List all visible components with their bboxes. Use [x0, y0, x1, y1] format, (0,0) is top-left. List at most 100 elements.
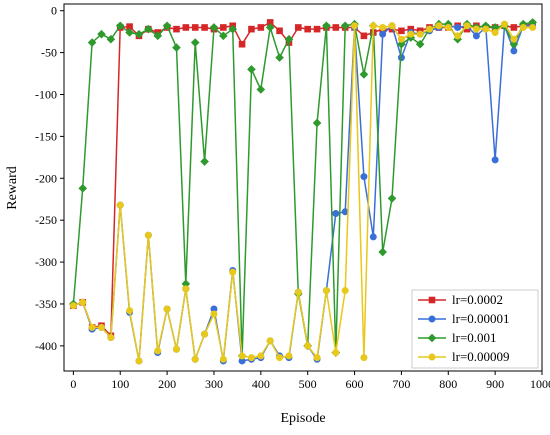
- data-point: [88, 323, 96, 331]
- x-tick-label: 200: [158, 377, 176, 391]
- data-point: [519, 23, 527, 31]
- data-point: [415, 39, 425, 49]
- data-point: [210, 310, 218, 318]
- data-point: [454, 32, 462, 40]
- data-point: [238, 352, 246, 360]
- data-point: [220, 24, 227, 31]
- data-point: [78, 184, 88, 193]
- data-point: [379, 23, 387, 31]
- data-point: [285, 352, 293, 360]
- data-point: [491, 28, 499, 36]
- y-tick-label: 0: [51, 4, 57, 18]
- data-point: [201, 330, 209, 338]
- x-axis-label: Episode: [280, 411, 325, 426]
- data-point: [276, 27, 283, 35]
- data-point: [275, 53, 284, 62]
- x-tick-label: 400: [252, 377, 270, 391]
- data-point: [135, 357, 143, 365]
- data-point: [125, 28, 134, 37]
- legend-item: lr=0.00009: [418, 349, 510, 364]
- data-point: [191, 24, 199, 31]
- data-point: [398, 27, 405, 35]
- data-point: [144, 24, 153, 34]
- data-point: [247, 65, 256, 74]
- data-point: [387, 194, 397, 203]
- data-point: [416, 30, 424, 38]
- series-layer: [69, 18, 537, 365]
- data-point: [397, 35, 405, 43]
- legend-label: lr=0.00009: [452, 349, 510, 364]
- y-tick-label: -350: [35, 297, 57, 311]
- data-point: [304, 25, 311, 33]
- data-point: [435, 22, 443, 30]
- data-point: [257, 24, 265, 31]
- y-tick-label: -250: [35, 213, 57, 227]
- y-tick-label: -300: [35, 255, 57, 269]
- x-tick-label: 300: [205, 377, 223, 391]
- data-point: [397, 39, 406, 49]
- data-point: [201, 24, 208, 31]
- data-point: [172, 345, 180, 353]
- data-point: [304, 342, 312, 350]
- legend: lr=0.0002 lr=0.00001 lr=0.001 lr=0.00009: [411, 289, 539, 369]
- data-point: [472, 32, 480, 40]
- data-point: [219, 31, 228, 41]
- data-point: [228, 24, 238, 34]
- data-point: [87, 38, 97, 47]
- data-point: [265, 23, 275, 32]
- data-point: [313, 25, 321, 33]
- data-point: [369, 22, 377, 30]
- data-point: [322, 21, 331, 31]
- legend-label: lr=0.00001: [452, 311, 510, 326]
- data-point: [200, 157, 209, 166]
- data-point: [482, 25, 490, 33]
- data-point: [190, 38, 200, 47]
- y-tick-label: -100: [35, 87, 57, 101]
- legend-swatch-marker: [428, 353, 436, 361]
- data-point: [172, 43, 181, 52]
- data-point: [106, 34, 116, 44]
- data-point: [351, 22, 359, 30]
- x-tick-label: 800: [439, 377, 457, 391]
- data-point: [153, 31, 163, 41]
- data-point: [126, 307, 134, 315]
- data-point: [191, 355, 199, 363]
- data-point: [312, 118, 322, 128]
- data-point: [154, 347, 162, 355]
- data-point: [509, 39, 519, 49]
- data-point: [360, 354, 368, 362]
- y-tick-label: -200: [35, 171, 57, 185]
- series-4: [69, 20, 537, 365]
- data-point: [388, 22, 396, 30]
- data-point: [491, 156, 499, 164]
- data-point: [295, 24, 302, 31]
- data-point: [501, 20, 509, 28]
- data-point: [134, 29, 144, 39]
- data-point: [359, 70, 369, 79]
- data-point: [284, 34, 294, 44]
- data-point: [360, 173, 368, 181]
- data-point: [444, 23, 452, 31]
- data-point: [219, 355, 227, 363]
- data-point: [266, 337, 274, 345]
- x-tick-label: 900: [486, 377, 504, 391]
- legend-label: lr=0.001: [452, 330, 497, 345]
- data-point: [238, 40, 246, 48]
- data-point: [209, 23, 219, 32]
- data-point: [407, 30, 415, 38]
- legend-swatch-marker: [428, 296, 436, 304]
- data-point: [256, 85, 266, 94]
- data-point: [341, 287, 349, 295]
- data-point: [162, 21, 172, 31]
- y-tick-label: -150: [35, 129, 57, 143]
- data-point: [229, 268, 237, 276]
- legend-swatch-marker: [427, 333, 437, 343]
- data-point: [247, 354, 255, 362]
- data-point: [426, 25, 434, 33]
- data-point: [529, 23, 537, 31]
- data-point: [454, 23, 462, 31]
